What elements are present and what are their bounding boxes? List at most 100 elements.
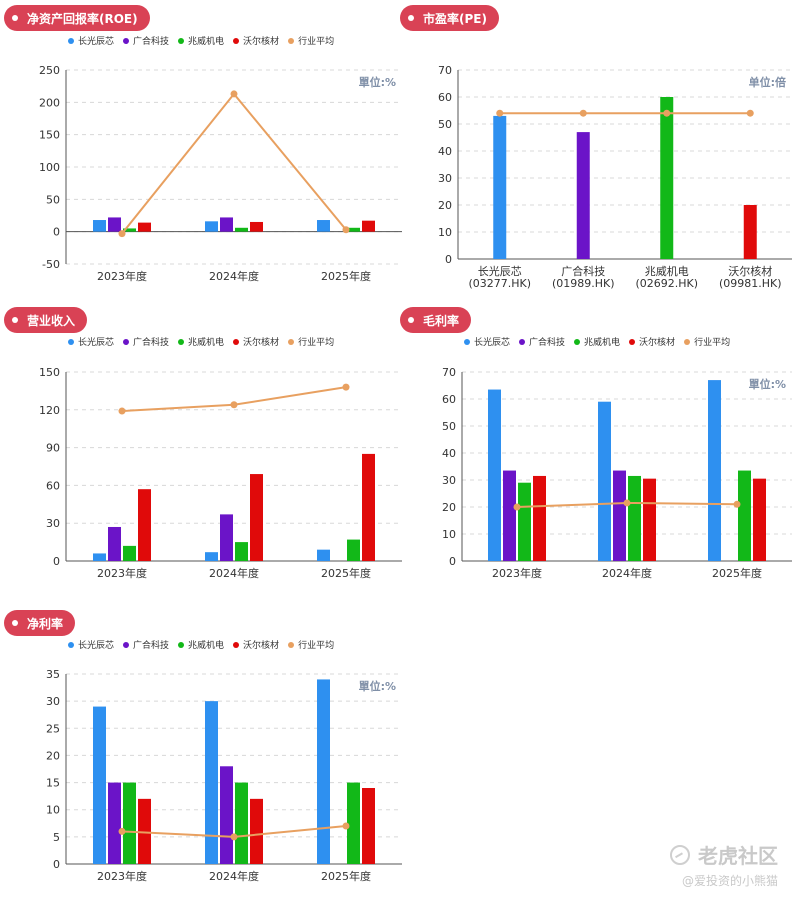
industry-average-point[interactable] [230,90,238,98]
roe-title-pill[interactable]: 净资产回报率(ROE) [4,5,150,31]
bar[interactable] [533,475,546,561]
bar[interactable] [753,478,766,561]
bar[interactable] [123,228,136,232]
legend-item[interactable]: 沃尔核材 [233,335,279,348]
bar[interactable] [250,474,263,561]
bar[interactable] [220,217,233,232]
industry-average-point[interactable] [342,383,350,391]
legend-item[interactable]: 广合科技 [123,34,169,47]
bar[interactable] [643,478,656,561]
bar[interactable] [93,706,106,864]
industry-average-point[interactable] [342,822,350,830]
bar[interactable] [205,552,218,561]
bar[interactable] [138,798,151,864]
pe-title: 市盈率(PE) [423,11,487,26]
legend-item[interactable]: 行业平均 [288,34,334,47]
legend-item[interactable]: 广合科技 [123,335,169,348]
bar[interactable] [250,798,263,864]
industry-average-point[interactable] [579,109,587,117]
legend-item[interactable]: 广合科技 [519,335,565,348]
bar[interactable] [503,470,516,561]
legend-item[interactable]: 行业平均 [684,335,730,348]
bar[interactable] [488,389,501,561]
net-margin-title-pill[interactable]: 净利率 [4,610,76,636]
bar[interactable] [576,132,590,259]
bar[interactable] [347,539,360,561]
bar[interactable] [738,470,751,561]
industry-average-point[interactable] [496,109,504,117]
bar[interactable] [93,220,106,232]
legend-item[interactable]: 长光辰芯 [464,335,510,348]
bar[interactable] [250,221,263,232]
industry-average-point[interactable] [230,401,238,409]
bar[interactable] [317,220,330,232]
bar[interactable] [108,217,121,232]
legend-item[interactable]: 兆威机电 [178,34,224,47]
legend-item[interactable]: 广合科技 [123,638,169,651]
legend-item[interactable]: 兆威机电 [574,335,620,348]
bar[interactable] [235,782,248,864]
bar[interactable] [93,553,106,561]
bar[interactable] [220,514,233,561]
bar[interactable] [205,221,218,232]
legend-item[interactable]: 兆威机电 [178,335,224,348]
y-tick-label: 40 [438,145,452,158]
industry-average-point[interactable] [118,407,126,415]
legend-item[interactable]: 沃尔核材 [233,34,279,47]
revenue-title-pill[interactable]: 营业收入 [4,307,88,333]
industry-average-point[interactable] [342,226,350,234]
legend-item[interactable]: 长光辰芯 [68,34,114,47]
roe-chart: -50 0 50 100 150 200 250 單位:% 2023年度 2024年度 2025年度 [39,64,402,283]
bar[interactable] [235,542,248,561]
bar[interactable] [743,205,757,259]
net-margin-legend[interactable]: 长光辰芯 广合科技 兆威机电 沃尔核材 行业平均 [68,638,343,651]
industry-average-point[interactable] [663,109,671,117]
revenue-legend[interactable]: 长光辰芯 广合科技 兆威机电 沃尔核材 行业平均 [68,335,343,348]
bar[interactable] [518,482,531,561]
bar[interactable] [660,97,674,259]
legend-item[interactable]: 兆威机电 [178,638,224,651]
industry-average-point[interactable] [733,500,741,508]
roe-legend[interactable]: 长光辰芯 广合科技 兆威机电 沃尔核材 行业平均 [68,34,343,47]
gross-margin-title-pill[interactable]: 毛利率 [400,307,472,333]
bar[interactable] [493,115,507,260]
bar[interactable] [138,489,151,561]
industry-average-point[interactable] [118,230,126,238]
bar[interactable] [108,526,121,561]
bar[interactable] [317,549,330,561]
bar[interactable] [108,782,121,864]
bar[interactable] [317,679,330,864]
industry-average-point[interactable] [230,833,238,841]
legend-item[interactable]: 沃尔核材 [233,638,279,651]
legend-dot-icon [123,338,130,345]
bar[interactable] [613,470,626,561]
bar[interactable] [598,401,611,561]
legend-dot-icon [629,338,636,345]
industry-average-point[interactable] [513,503,521,511]
industry-average-point[interactable] [118,827,126,835]
bar[interactable] [708,380,721,561]
bar[interactable] [235,227,248,232]
gross-margin-legend[interactable]: 长光辰芯 广合科技 兆威机电 沃尔核材 行业平均 [464,335,739,348]
y-tick-label: 150 [39,366,60,379]
industry-average-point[interactable] [623,499,631,507]
bar[interactable] [220,766,233,864]
legend-item[interactable]: 行业平均 [288,638,334,651]
bar[interactable] [347,782,360,864]
legend-item[interactable]: 长光辰芯 [68,638,114,651]
pe-title-pill[interactable]: 市盈率(PE) [400,5,499,31]
industry-average-point[interactable] [746,109,754,117]
bar[interactable] [362,220,375,232]
legend-item[interactable]: 沃尔核材 [629,335,675,348]
bar[interactable] [123,545,136,561]
bar[interactable] [123,782,136,864]
bar[interactable] [362,453,375,561]
bar[interactable] [628,475,641,561]
legend-item[interactable]: 长光辰芯 [68,335,114,348]
bar[interactable] [205,701,218,864]
legend-item[interactable]: 行业平均 [288,335,334,348]
legend-label: 沃尔核材 [243,641,280,651]
bar[interactable] [138,222,151,232]
bar[interactable] [347,227,360,232]
bar[interactable] [362,788,375,864]
